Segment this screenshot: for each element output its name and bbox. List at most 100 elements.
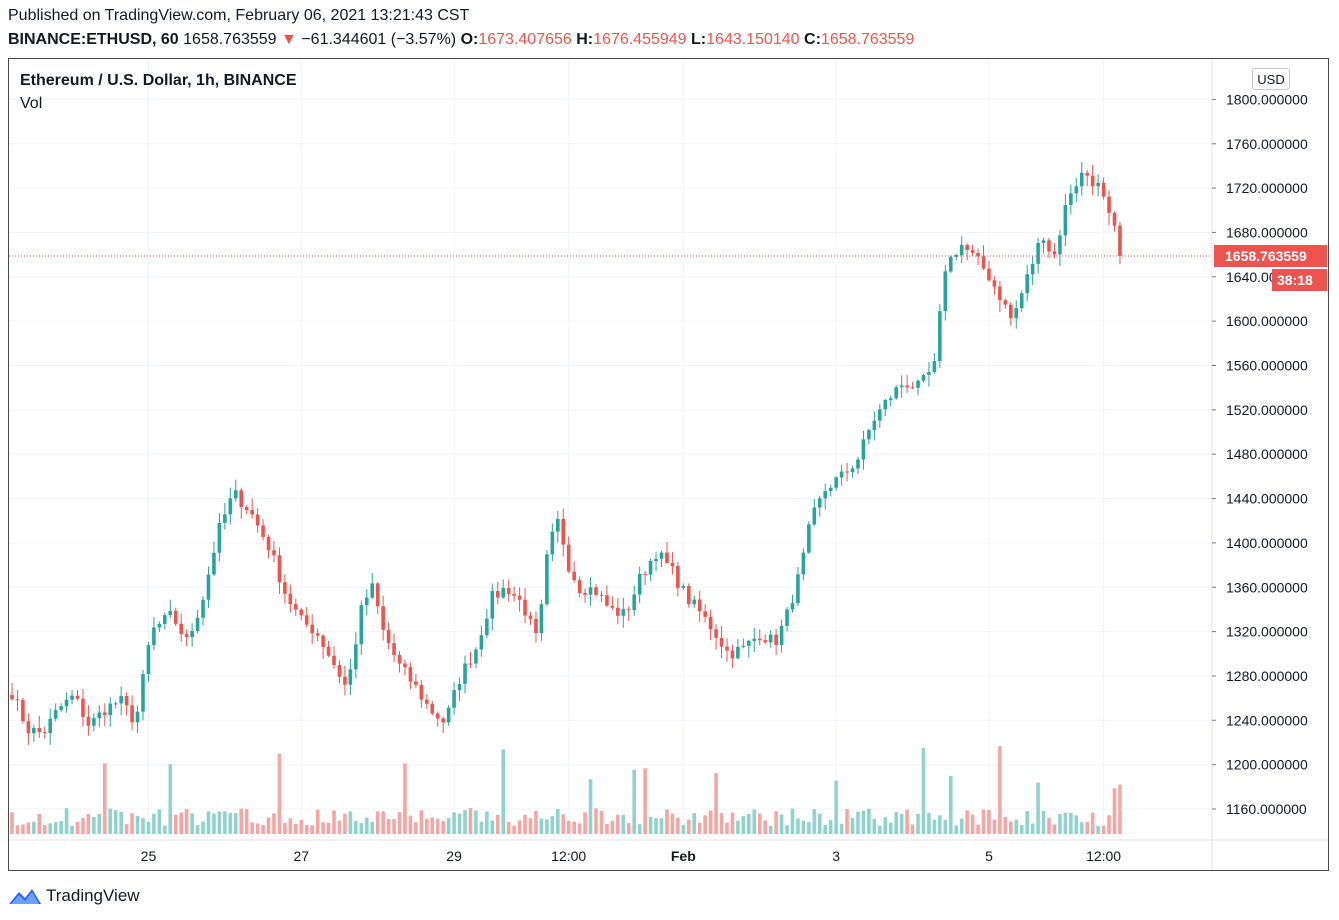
candle-body (283, 582, 287, 594)
candle-body (878, 409, 882, 421)
volume-bar (277, 753, 282, 834)
open-value: 1673.407656 (478, 31, 572, 48)
candle-body (861, 439, 866, 460)
volume-bar (310, 825, 314, 834)
candle-body (981, 256, 986, 269)
volume-bar (441, 821, 445, 834)
candle-body (173, 610, 178, 624)
candle-body (1025, 274, 1029, 294)
candle-body (1014, 308, 1019, 319)
candle-body (752, 638, 757, 641)
volume-bar (823, 824, 828, 834)
volume-bar (561, 814, 566, 834)
candle-body (599, 594, 604, 596)
candle-body (779, 625, 784, 645)
candle-body (119, 696, 123, 704)
candle-body (1047, 240, 1051, 252)
volume-bar (359, 823, 364, 834)
candle-body (648, 561, 653, 575)
volume-bar (790, 808, 795, 834)
volume-bar (381, 811, 385, 834)
volume-bar (807, 822, 811, 834)
volume-bar (1036, 782, 1040, 834)
y-tick-label: 1560.000000 (1226, 358, 1308, 374)
candle-body (168, 610, 173, 616)
candle-body (943, 271, 948, 312)
candle-body (686, 585, 691, 605)
volume-bar (616, 814, 620, 834)
volume-bar (430, 817, 435, 834)
candle-body (1112, 212, 1117, 226)
y-tick-label: 1280.000000 (1226, 668, 1308, 684)
volume-bar (1112, 788, 1117, 834)
candle-body (42, 732, 47, 734)
y-tick-label: 1400.000000 (1226, 535, 1308, 551)
candle-body (616, 607, 620, 616)
y-tick-label: 1200.000000 (1226, 757, 1308, 773)
volume-bar (948, 775, 953, 834)
candle-body (539, 604, 544, 634)
tradingview-logo[interactable]: TradingView (8, 884, 140, 908)
volume-bar (468, 808, 473, 834)
candle-body (375, 583, 380, 607)
candle-body (408, 667, 413, 682)
volume-bar (337, 820, 342, 834)
candle-body (1101, 182, 1106, 197)
volume-bar (867, 808, 871, 834)
candle-body (1079, 172, 1084, 187)
volume-bar (135, 815, 140, 834)
candle-body (523, 599, 527, 616)
volume-bar (861, 810, 866, 834)
volume-bar (992, 819, 997, 834)
volume-bar (228, 812, 233, 834)
candle-body (517, 595, 522, 600)
candle-body (212, 552, 216, 575)
volume-bar (119, 811, 123, 834)
candle-body (692, 599, 697, 605)
volume-bar (621, 814, 626, 834)
candle-body (419, 684, 424, 700)
change: −61.344601 (−3.57%) (301, 31, 457, 48)
candle-body (75, 695, 80, 699)
candle-body (872, 420, 877, 431)
volume-bar (408, 815, 413, 834)
volume-bar (495, 814, 500, 834)
candle-body (932, 360, 937, 372)
symbol: BINANCE:ETHUSD, 60 (8, 31, 179, 48)
volume-bar (53, 822, 58, 834)
candle-body (81, 698, 85, 717)
volume-bar (397, 812, 402, 834)
currency-button[interactable]: USD (1252, 68, 1290, 90)
y-tick-label: 1320.000000 (1226, 624, 1308, 640)
volume-bar (392, 819, 396, 834)
volume-bar (817, 813, 822, 834)
volume-bar (550, 816, 555, 834)
candle-body (217, 522, 222, 553)
volume-bar (37, 813, 42, 834)
volume-bar (708, 810, 713, 834)
candle-body (976, 252, 980, 257)
candle-body (856, 459, 860, 469)
candle-body (583, 592, 587, 595)
candle-body (970, 249, 975, 253)
candle-body (195, 617, 200, 632)
candle-body (910, 387, 915, 389)
candle-body (1069, 193, 1073, 206)
candle-body (86, 716, 91, 726)
volume-bar (894, 812, 898, 834)
volume-bar (81, 818, 85, 834)
volume-bar (21, 824, 25, 834)
volume-bar (419, 810, 424, 834)
volume-bar (179, 812, 183, 834)
candle-body (392, 643, 396, 656)
volume-bar (752, 809, 757, 834)
volume-bar (212, 813, 216, 834)
volume-bar (42, 824, 47, 834)
y-tick-label: 1760.000000 (1226, 136, 1308, 152)
candle-body (485, 618, 489, 636)
candle-body (157, 623, 162, 628)
x-tick-label: 29 (446, 848, 462, 864)
open-label: O: (460, 31, 479, 48)
candle-body (1030, 263, 1035, 275)
